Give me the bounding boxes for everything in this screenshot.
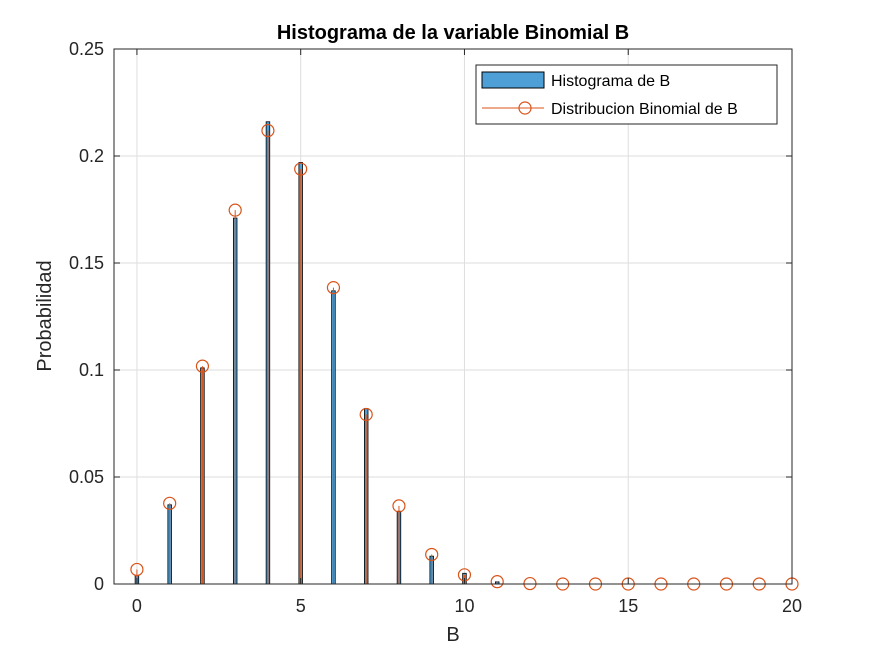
binomial-point-marker <box>425 547 439 562</box>
binomial-point-marker <box>490 575 504 589</box>
legend: Histograma de B Distribucion Binomial de… <box>475 64 778 125</box>
y-tick-label: 0.1 <box>79 360 104 380</box>
legend-circle-marker-icon <box>518 101 532 115</box>
binomial-point-marker <box>359 407 373 422</box>
x-tick-label: 20 <box>782 596 802 616</box>
y-tick-label: 0.15 <box>69 253 104 273</box>
x-tick-label: 15 <box>618 596 638 616</box>
x-tick-label: 5 <box>296 596 306 616</box>
legend-label-binomial: Distribucion Binomial de B <box>551 101 738 118</box>
y-tick-label: 0.25 <box>69 39 104 59</box>
chart-title: Histograma de la variable Binomial B <box>277 22 629 44</box>
x-tick-label: 0 <box>132 596 142 616</box>
axis-ticks: 0 5 10 15 20 0 0.05 0.1 0.15 0.2 0.25 <box>69 39 802 616</box>
plot-frame <box>113 48 793 585</box>
legend-label-histogram: Histograma de B <box>551 73 670 90</box>
binomial-point-marker <box>392 499 406 513</box>
binomial-point-marker <box>261 123 275 138</box>
binomial-point-marker <box>130 562 144 577</box>
binomial-point-marker <box>326 281 341 295</box>
x-axis-label: B <box>446 624 459 646</box>
x-tick-label: 10 <box>454 596 474 616</box>
y-axis-label: Probabilidad <box>34 260 56 371</box>
y-tick-label: 0.05 <box>69 467 104 487</box>
binomial-point-marker <box>228 203 242 217</box>
legend-bar-swatch <box>481 71 545 89</box>
y-tick-label: 0 <box>94 574 104 594</box>
binomial-point-marker <box>195 359 210 373</box>
binomial-point-marker <box>163 496 177 510</box>
binomial-point-marker <box>294 162 308 176</box>
plot-area <box>114 49 792 584</box>
y-tick-label: 0.2 <box>79 146 104 166</box>
